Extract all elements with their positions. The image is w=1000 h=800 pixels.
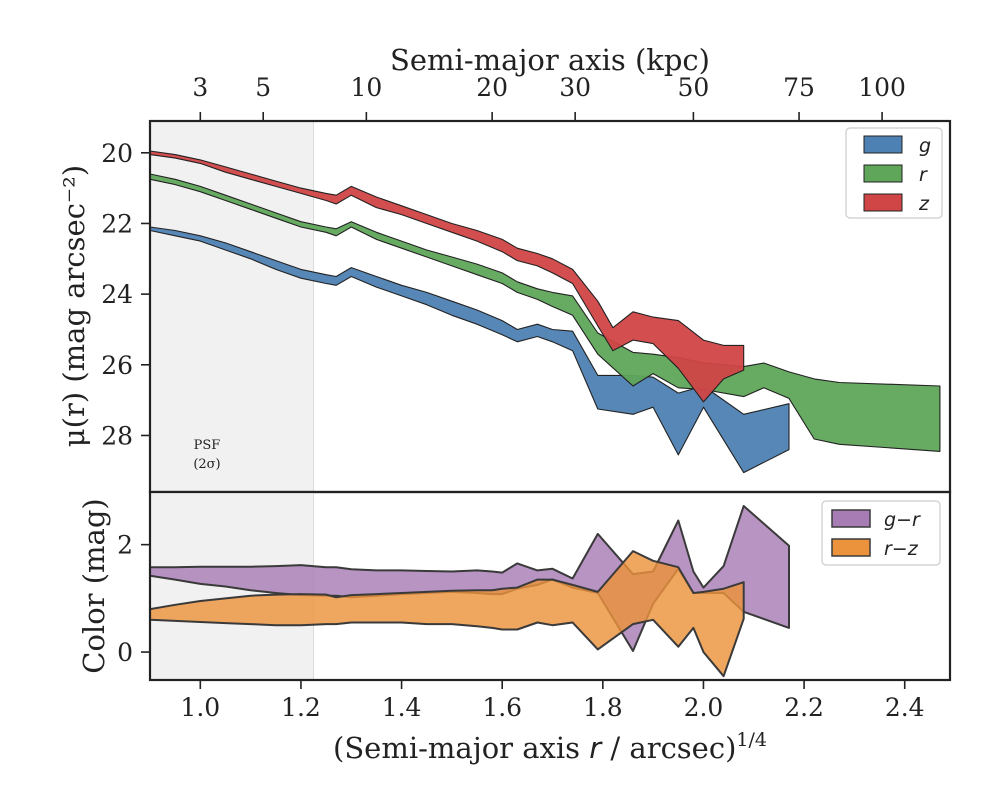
x-axis-title-exp: 1/4 [736, 729, 767, 751]
x-axis-title: (Semi-major axis r / arcsec)1/4 [333, 729, 767, 765]
legend-label-g−r: g−r [884, 509, 921, 531]
legend-swatch-z [863, 193, 903, 212]
y-tick-label-28: 28 [101, 421, 133, 450]
psf-shaded-region [150, 121, 314, 492]
surface-brightness-panel: PSF (2σ) 20 22 24 26 28 3 5 10 20 30 50 75 100 grz [101, 73, 952, 494]
legend-label-r−z: r−z [884, 538, 919, 560]
bottom-panel-frame [148, 490, 952, 682]
legend-label-z: z [918, 193, 930, 215]
legend-label-g: g [919, 135, 931, 157]
psf-label: PSF [194, 438, 221, 453]
band-g [150, 226, 790, 474]
top-tick-label-30: 30 [559, 73, 591, 102]
legend-swatch-g [863, 135, 903, 154]
x-tick-label-1.0: 1.0 [180, 693, 220, 722]
y-axis-title-bottom: Color (mag) [77, 498, 111, 673]
y-tick-label-20: 20 [101, 139, 133, 168]
y-axis-title-top: μ(r) (mag arcsec⁻²) [57, 165, 91, 447]
y-tick-label-22: 22 [101, 209, 133, 238]
top-axis-title: Semi-major axis (kpc) [390, 43, 710, 77]
x-axis-title-var: r [589, 731, 603, 765]
x-tick-label-2.4: 2.4 [885, 693, 925, 722]
x-tick-label-2.0: 2.0 [684, 693, 724, 722]
top-legend: grz [845, 127, 943, 219]
y-tick-label-bottom-2: 2 [117, 531, 133, 560]
legend-label-r: r [919, 164, 928, 186]
top-tick-label-3: 3 [192, 73, 208, 102]
top-tick-label-75: 75 [783, 73, 815, 102]
x-tick-label-2.2: 2.2 [784, 693, 824, 722]
top-tick-label-5: 5 [255, 73, 271, 102]
x-axis-title-main: (Semi-major axis [333, 731, 589, 765]
y-tick-label-26: 26 [101, 351, 133, 380]
top-tick-label-10: 10 [350, 73, 382, 102]
band-r [150, 173, 941, 452]
psf-sigma-label: (2σ) [193, 457, 220, 472]
top-tick-label-50: 50 [677, 73, 709, 102]
y-tick-label-24: 24 [101, 280, 133, 309]
band-r−z [150, 550, 745, 678]
x-tick-label-1.2: 1.2 [281, 693, 321, 722]
top-bands [150, 150, 941, 474]
band-z [150, 150, 745, 403]
x-tick-label-1.6: 1.6 [482, 693, 522, 722]
legend-swatch-g−r [831, 509, 871, 528]
bottom-bands [150, 505, 790, 678]
x-axis-title-unit: / arcsec) [601, 731, 736, 765]
legend-swatch-r−z [831, 538, 871, 557]
bottom-legend: g−r r−z [821, 500, 941, 566]
top-tick-label-20: 20 [476, 73, 508, 102]
color-panel: 0 2 1.0 1.2 1.4 1.6 1.8 2.0 2.2 2.4 g−r r−z [117, 490, 952, 722]
top-tick-label-100: 100 [858, 73, 906, 102]
x-tick-label-1.8: 1.8 [583, 693, 623, 722]
legend-swatch-r [863, 164, 903, 183]
y-tick-label-bottom-0: 0 [117, 638, 133, 667]
x-tick-label-1.4: 1.4 [382, 693, 422, 722]
